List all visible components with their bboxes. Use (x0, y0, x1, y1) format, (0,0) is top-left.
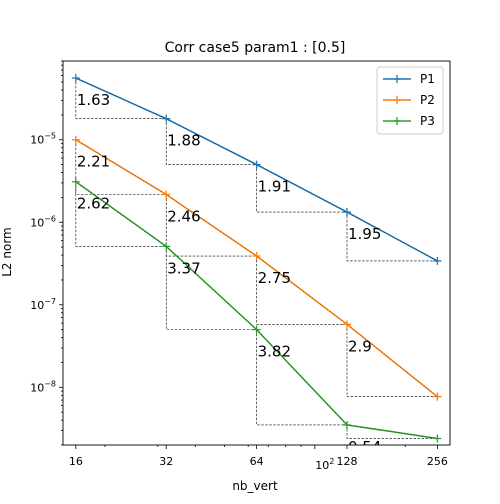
y-tick-label: 10−6 (30, 214, 56, 229)
data-point-p3 (433, 434, 442, 443)
legend-marker (393, 96, 401, 104)
data-point-p1 (162, 114, 171, 123)
slope-label: 1.91 (258, 178, 291, 196)
legend-marker (393, 75, 401, 83)
data-point-p1 (433, 256, 442, 265)
data-point-p3 (71, 177, 80, 186)
data-point-p1 (71, 74, 80, 83)
slope-label: 0.54 (348, 438, 381, 456)
x-tick-label: 32 (159, 455, 173, 468)
y-tick-label: 10−7 (30, 297, 56, 312)
x-tick-label: 256 (427, 455, 448, 468)
slope-triangle (75, 139, 167, 195)
data-point-p1 (252, 160, 261, 169)
data-point-p2 (162, 190, 171, 199)
data-point-p2 (252, 252, 261, 261)
slope-triangle (75, 78, 167, 119)
plot-frame (62, 60, 451, 446)
legend-label-p1: P1 (420, 72, 435, 86)
data-point-p3 (162, 242, 171, 251)
slope-triangle (165, 118, 257, 165)
data-point-p2 (342, 320, 351, 329)
legend-label-p2: P2 (420, 93, 435, 107)
slope-label: 1.95 (348, 225, 381, 243)
series-overlay-line (75, 77, 438, 262)
plot-content: 1.63 1.88 1.91 1.95 2.21 2.46 2.75 2.9 2.62 3.37 3… (71, 74, 442, 456)
slope-triangle (346, 424, 438, 439)
slope-label: 2.62 (77, 195, 110, 213)
slope-label: 3.82 (258, 343, 291, 361)
slope-triangle (346, 324, 438, 397)
slope-label: 2.9 (348, 337, 372, 355)
x-tick-label: 64 (250, 455, 264, 468)
slope-label: 1.88 (167, 132, 200, 150)
x-major-tick-label: 102 (315, 457, 334, 472)
y-axis-label: L2 norm (0, 227, 14, 277)
data-point-p3 (252, 325, 261, 334)
x-tick-label: 16 (69, 455, 83, 468)
slope-label: 3.37 (167, 259, 200, 277)
data-point-p2 (433, 392, 442, 401)
y-tick-label: 10−8 (30, 379, 56, 394)
x-axis-label: nb_vert (232, 479, 278, 493)
data-point-p3 (342, 420, 351, 429)
data-point-p2 (71, 135, 80, 144)
legend-label-p3: P3 (420, 114, 435, 128)
legend: P1 P2 P3 (376, 66, 444, 135)
chart-title: Corr case5 param1 : [0.5] (165, 40, 346, 56)
slope-label: 2.75 (258, 269, 291, 287)
slope-triangle (75, 181, 167, 247)
slope-label: 2.46 (167, 208, 200, 226)
legend-marker (393, 117, 401, 125)
slope-label: 1.63 (77, 91, 110, 109)
y-tick-label: 10−5 (30, 132, 56, 147)
slope-triangle (346, 212, 438, 262)
slope-triangle (256, 256, 347, 325)
data-point-p1 (342, 208, 351, 217)
slope-label: 2.21 (77, 153, 110, 171)
series-overlay-line (75, 139, 438, 397)
x-tick-label: 128 (336, 455, 357, 468)
